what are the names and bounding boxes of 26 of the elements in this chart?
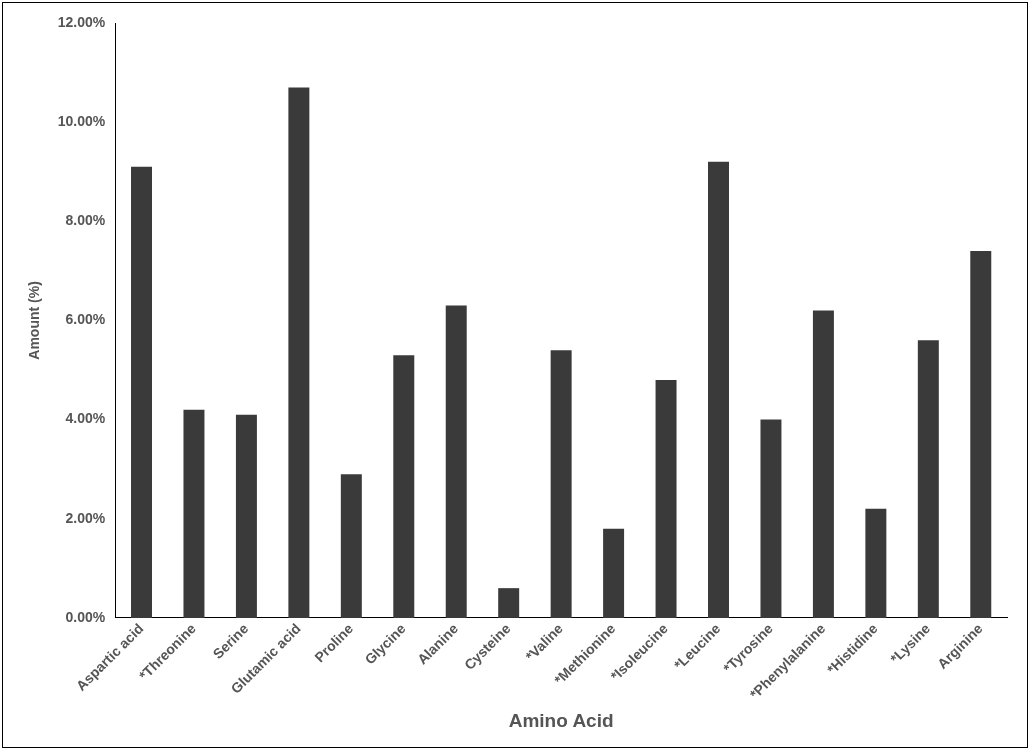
bar <box>288 87 310 618</box>
bar <box>393 355 415 618</box>
x-axis-title: Amino Acid <box>508 709 614 731</box>
y-tick-label: 4.00% <box>65 410 106 427</box>
bar <box>445 305 467 618</box>
bar <box>970 251 992 618</box>
bar <box>498 588 520 618</box>
bar <box>917 340 939 618</box>
y-tick-label: 8.00% <box>65 212 106 229</box>
bar <box>131 166 152 618</box>
y-tick-label: 6.00% <box>65 311 106 328</box>
bar <box>340 474 362 618</box>
y-tick-label: 0.00% <box>65 608 106 625</box>
y-tick-label: 10.00% <box>57 113 106 130</box>
bar <box>183 409 205 618</box>
bar <box>235 414 257 618</box>
y-tick-label: 12.00% <box>57 13 106 30</box>
y-tick-label: 2.00% <box>65 509 106 526</box>
bar <box>865 508 887 618</box>
bar <box>550 350 572 618</box>
bar <box>760 419 782 618</box>
bar <box>812 310 834 618</box>
y-axis-title: Amount (%) <box>26 281 43 360</box>
bar <box>708 161 729 618</box>
bar <box>655 379 677 618</box>
bar <box>603 528 625 618</box>
